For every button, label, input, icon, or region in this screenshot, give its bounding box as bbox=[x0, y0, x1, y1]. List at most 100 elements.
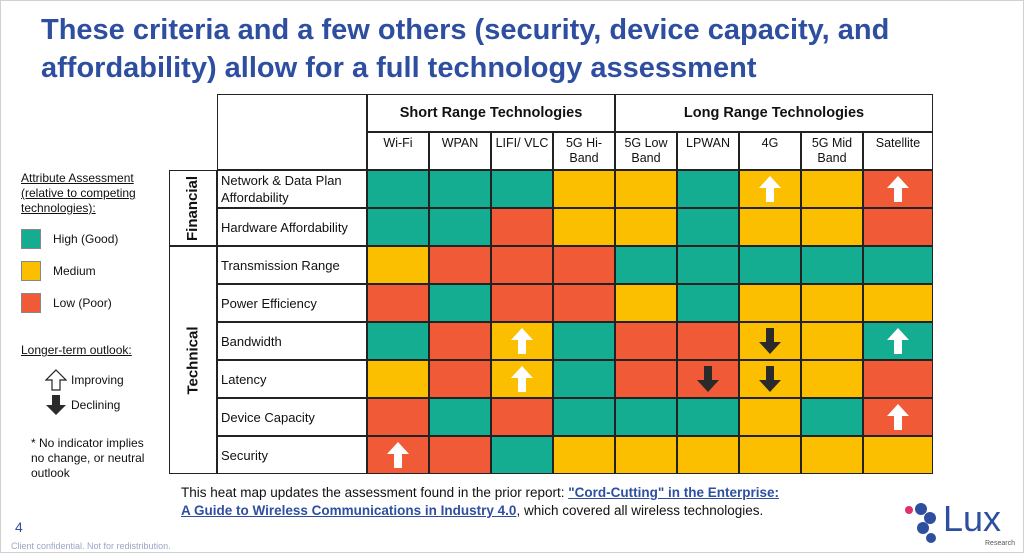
improving-arrow-icon bbox=[759, 176, 781, 202]
legend-improving-label: Improving bbox=[71, 373, 124, 387]
row-label: Transmission Range bbox=[217, 246, 367, 284]
legend-swatch-high bbox=[21, 229, 41, 249]
heat-cell bbox=[615, 436, 677, 474]
report-link-part-2[interactable]: A Guide to Wireless Communications in In… bbox=[181, 503, 517, 518]
heat-cell bbox=[429, 360, 491, 398]
heat-cell bbox=[491, 436, 553, 474]
declining-arrow-icon bbox=[759, 366, 781, 392]
improving-arrow-icon bbox=[387, 442, 409, 468]
lux-logo-text: Lux bbox=[943, 498, 1002, 539]
heat-cell bbox=[863, 208, 933, 246]
heat-cell bbox=[553, 170, 615, 208]
column-header: WPAN bbox=[429, 132, 491, 170]
lux-logo-subtitle: Research bbox=[985, 540, 1015, 547]
row-label: Hardware Affordability bbox=[217, 208, 367, 246]
heat-cell bbox=[801, 398, 863, 436]
heat-cell bbox=[429, 284, 491, 322]
legend-title: Attribute Assessment (relative to compet… bbox=[21, 171, 136, 215]
heat-cell bbox=[739, 246, 801, 284]
row-label: Security bbox=[217, 436, 367, 474]
heat-cell bbox=[429, 322, 491, 360]
column-header: LPWAN bbox=[677, 132, 739, 170]
row-label: Device Capacity bbox=[217, 398, 367, 436]
heat-cell bbox=[491, 170, 553, 208]
legend-swatch-medium bbox=[21, 261, 41, 281]
heat-cell bbox=[615, 322, 677, 360]
heat-cell bbox=[677, 208, 739, 246]
heat-cell bbox=[429, 208, 491, 246]
heat-cell bbox=[553, 398, 615, 436]
heat-cell bbox=[367, 208, 429, 246]
heat-cell bbox=[367, 170, 429, 208]
legend-improving: Improving bbox=[45, 369, 124, 391]
heat-cell bbox=[677, 170, 739, 208]
column-group-header: Long Range Technologies bbox=[615, 94, 933, 132]
heat-cell bbox=[429, 398, 491, 436]
heat-cell bbox=[677, 398, 739, 436]
slide-title: These criteria and a few others (securit… bbox=[41, 14, 890, 84]
improving-arrow-icon bbox=[887, 404, 909, 430]
heat-cell bbox=[429, 170, 491, 208]
row-label-text: Hardware Affordability bbox=[221, 219, 348, 235]
row-group-text: Financial bbox=[184, 175, 202, 241]
heat-cell bbox=[553, 360, 615, 398]
heat-cell bbox=[615, 360, 677, 398]
legend-item-low: Low (Poor) bbox=[21, 293, 112, 313]
header-blank bbox=[217, 94, 367, 170]
row-label-text: Security bbox=[221, 447, 268, 463]
heat-cell bbox=[801, 284, 863, 322]
column-header: 5G Low Band bbox=[615, 132, 677, 170]
heat-cell bbox=[739, 284, 801, 322]
heat-cell bbox=[801, 170, 863, 208]
heat-cell bbox=[491, 284, 553, 322]
heat-cell bbox=[801, 208, 863, 246]
heat-cell bbox=[677, 436, 739, 474]
column-header-label: LIFI/ VLC bbox=[495, 136, 549, 150]
row-label-text: Transmission Range bbox=[221, 257, 340, 273]
heat-cell bbox=[429, 436, 491, 474]
column-header: 4G bbox=[739, 132, 801, 170]
heat-cell bbox=[553, 436, 615, 474]
heat-cell bbox=[553, 246, 615, 284]
row-label: Network & Data Plan Affordability bbox=[217, 170, 367, 208]
improving-arrow-icon bbox=[511, 328, 533, 354]
footer-text-after: , which covered all wireless technologie… bbox=[516, 503, 764, 518]
down-arrow-icon bbox=[46, 395, 66, 415]
report-link-part-1[interactable]: "Cord-Cutting" in the Enterprise: bbox=[568, 485, 780, 500]
heat-cell bbox=[739, 398, 801, 436]
legend-swatch-low bbox=[21, 293, 41, 313]
heat-cell bbox=[491, 398, 553, 436]
heat-cell bbox=[739, 208, 801, 246]
heat-cell bbox=[367, 284, 429, 322]
row-label-text: Device Capacity bbox=[221, 409, 315, 425]
heat-cell bbox=[429, 246, 491, 284]
heat-cell bbox=[677, 284, 739, 322]
lux-logo-mark bbox=[905, 503, 936, 543]
heat-cell bbox=[677, 322, 739, 360]
footer-text-before: This heat map updates the assessment fou… bbox=[181, 485, 569, 500]
heat-cell bbox=[801, 246, 863, 284]
heat-cell bbox=[615, 246, 677, 284]
improving-arrow-icon bbox=[887, 176, 909, 202]
heat-cell bbox=[863, 436, 933, 474]
legend-label-low: Low (Poor) bbox=[53, 296, 112, 310]
heat-cell bbox=[801, 322, 863, 360]
declining-arrow-icon bbox=[697, 366, 719, 392]
row-label: Bandwidth bbox=[217, 322, 367, 360]
heat-cell bbox=[863, 246, 933, 284]
column-group-header: Short Range Technologies bbox=[367, 94, 615, 132]
legend-label-high: High (Good) bbox=[53, 232, 119, 246]
column-header-label: WPAN bbox=[441, 136, 479, 150]
heat-cell bbox=[615, 398, 677, 436]
legend-note: * No indicator implies no change, or neu… bbox=[31, 436, 145, 480]
column-header: 5G Hi-Band bbox=[553, 132, 615, 170]
row-label: Power Efficiency bbox=[217, 284, 367, 322]
improving-arrow-icon bbox=[511, 366, 533, 392]
column-group-label: Short Range Technologies bbox=[399, 104, 583, 121]
confidential-notice: Client confidential. Not for redistribut… bbox=[11, 541, 171, 551]
column-header-label: LPWAN bbox=[686, 136, 730, 150]
row-group-label: Financial bbox=[169, 170, 217, 246]
legend-outlook-title: Longer-term outlook: bbox=[21, 343, 132, 357]
heat-cell bbox=[553, 284, 615, 322]
